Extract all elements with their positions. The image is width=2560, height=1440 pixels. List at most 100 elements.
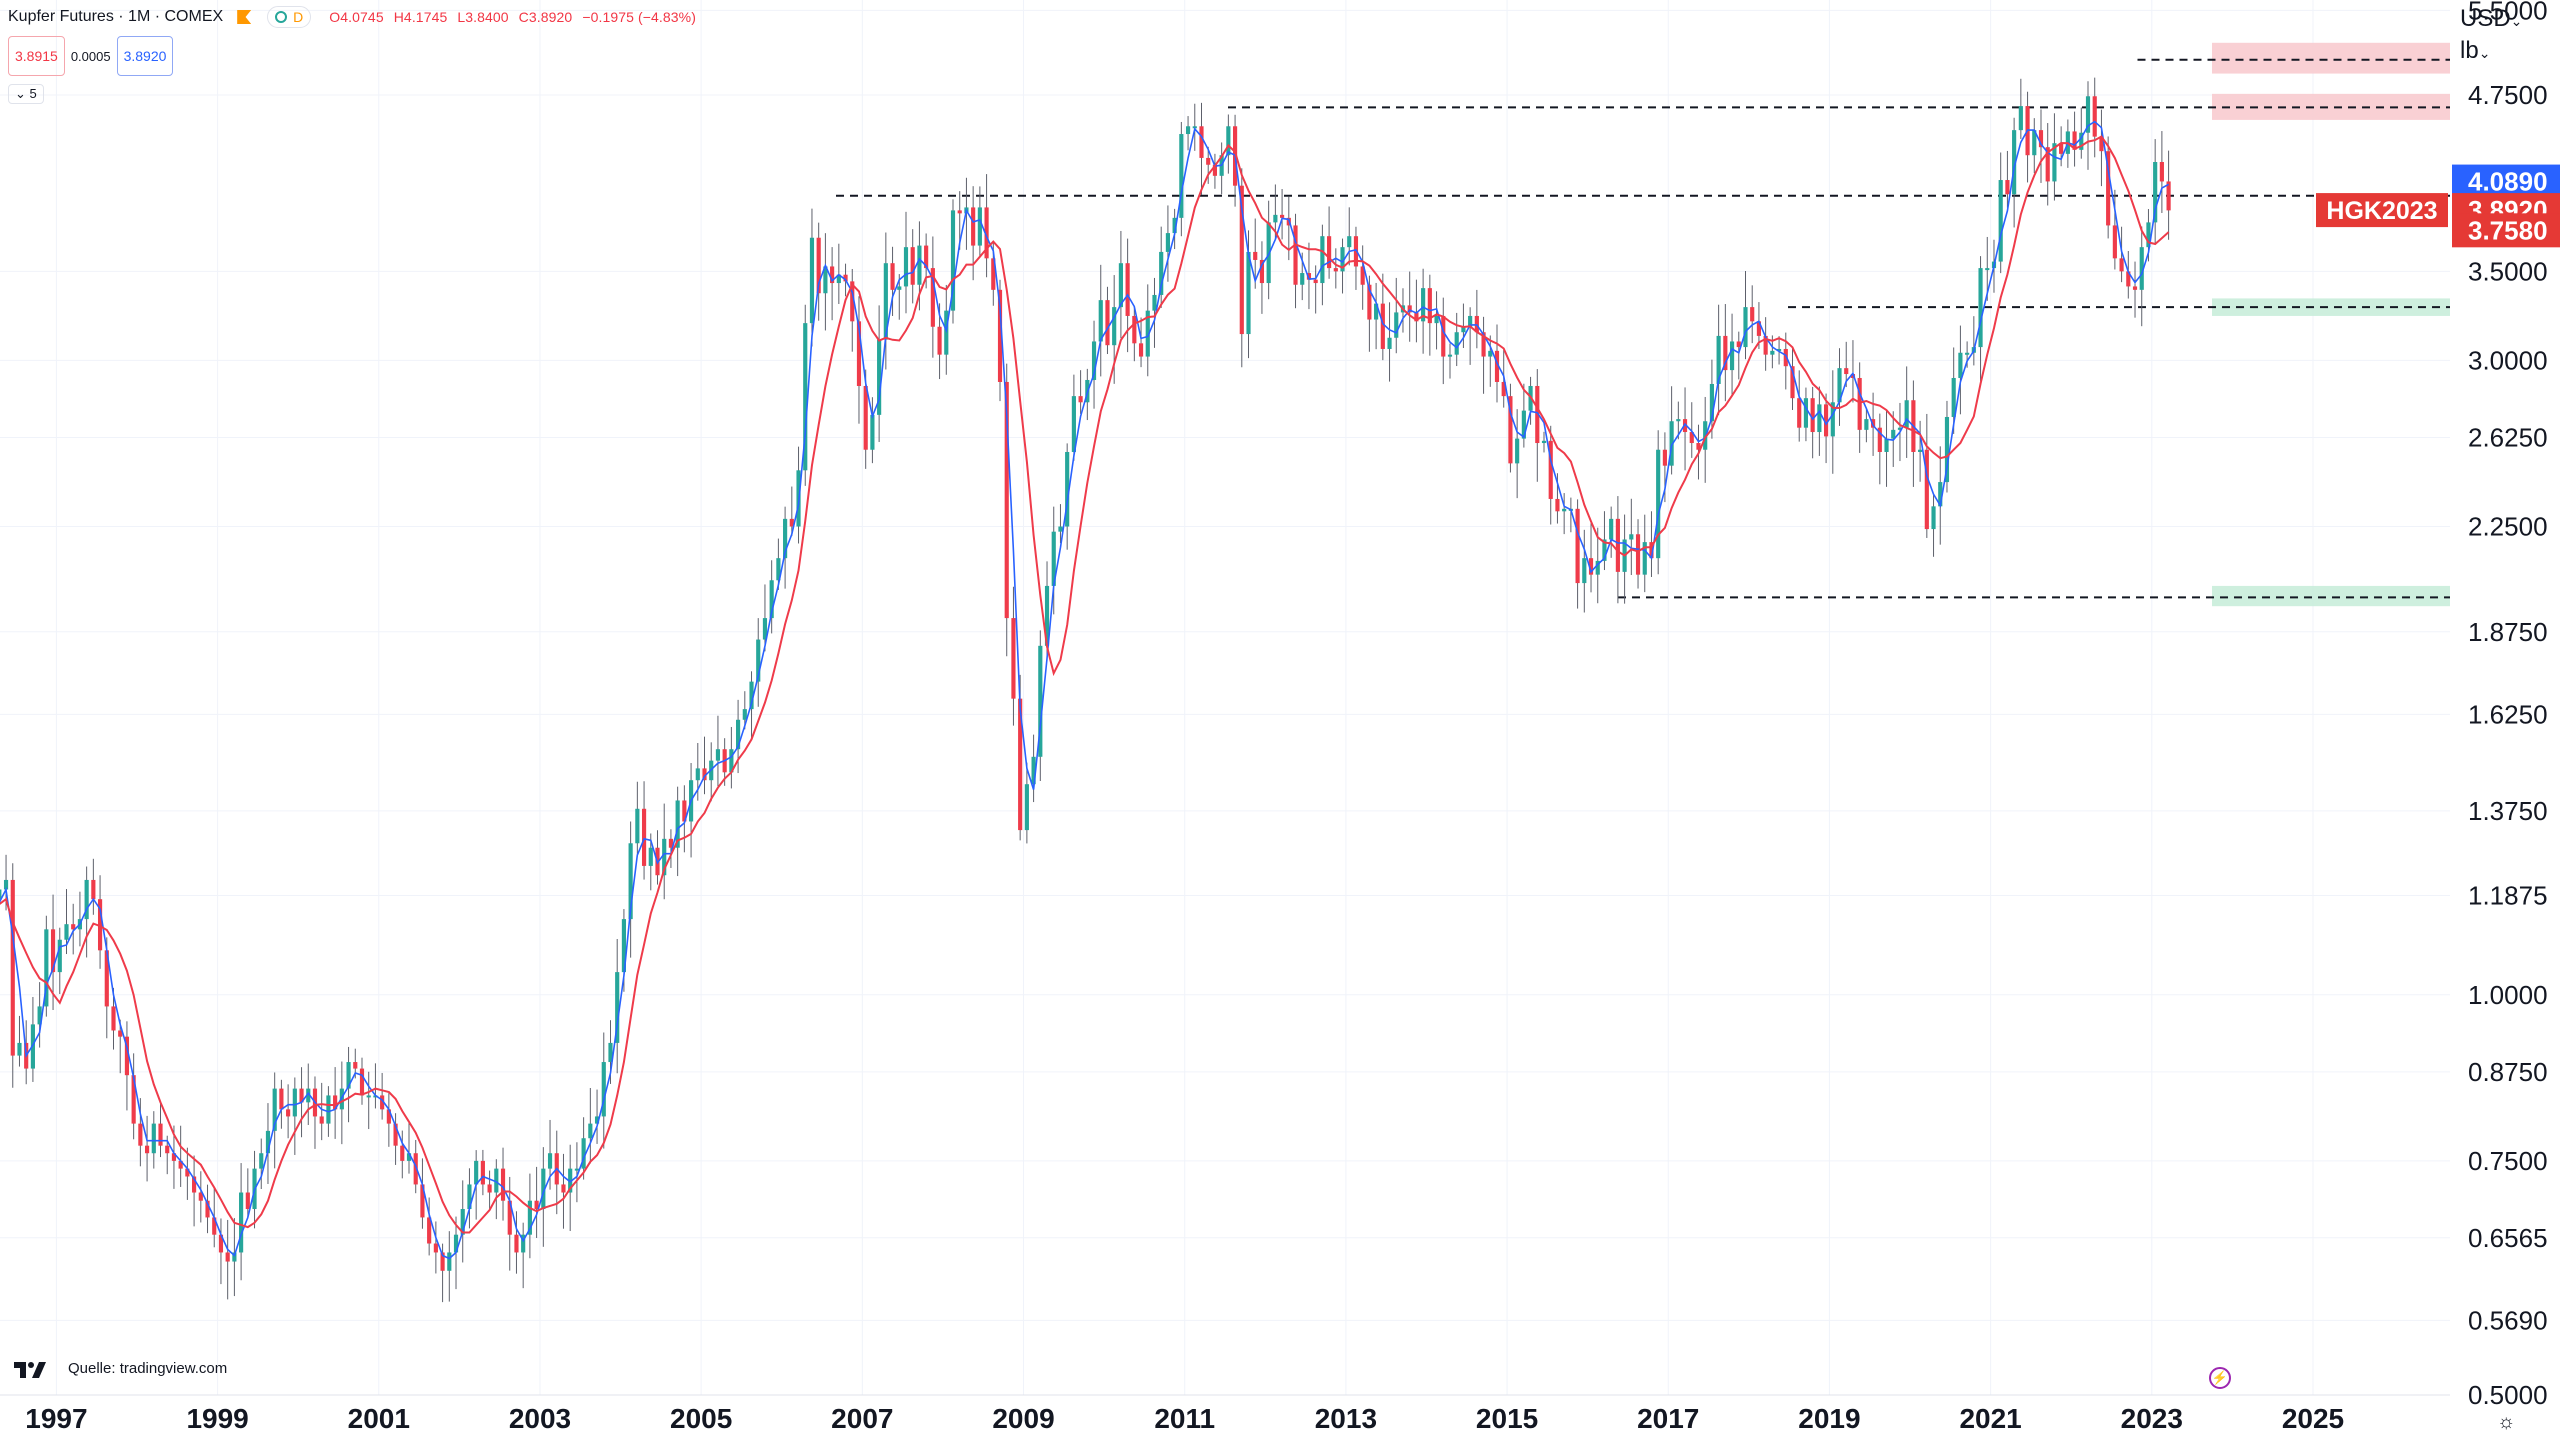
candle-body bbox=[144, 1145, 150, 1154]
candle-body bbox=[1038, 645, 1043, 757]
candle-body bbox=[71, 924, 76, 930]
candle-body bbox=[527, 1200, 532, 1235]
candle-body bbox=[695, 768, 700, 781]
candle-body bbox=[138, 1123, 143, 1146]
candle-body bbox=[1965, 352, 1970, 355]
gear-icon[interactable]: ☼ bbox=[2497, 1411, 2516, 1433]
candle-body bbox=[1145, 310, 1150, 357]
lightning-icon[interactable]: ⚡ bbox=[2209, 1367, 2231, 1389]
candle-body bbox=[1105, 300, 1110, 346]
time-tick-label: 1997 bbox=[25, 1403, 87, 1434]
price-tick-label: 3.5000 bbox=[2468, 256, 2548, 286]
candle-body bbox=[1615, 518, 1620, 572]
candle-body bbox=[1575, 508, 1580, 584]
candle-body bbox=[1380, 303, 1385, 349]
status-pill[interactable]: D bbox=[267, 6, 312, 28]
candle-body bbox=[1736, 341, 1741, 348]
sell-button[interactable]: 3.8915 bbox=[8, 36, 65, 76]
candle-body bbox=[615, 972, 620, 1043]
candle-body bbox=[1864, 419, 1869, 430]
candle-body bbox=[1776, 348, 1782, 351]
candle-body bbox=[1421, 288, 1426, 322]
candle-body bbox=[1293, 225, 1298, 285]
flag-icon[interactable] bbox=[237, 10, 252, 24]
candle-body bbox=[897, 286, 902, 290]
candle-body bbox=[2126, 271, 2131, 287]
candle-body bbox=[480, 1160, 485, 1185]
candle-body bbox=[991, 258, 996, 290]
candle-body bbox=[1313, 279, 1318, 284]
axis-unit-header[interactable]: USD⌄ lb⌄ bbox=[2460, 4, 2522, 68]
open-value: O4.0745 bbox=[329, 9, 384, 25]
candle-body bbox=[1447, 354, 1453, 357]
candle-body bbox=[1011, 618, 1016, 699]
symbol-title[interactable]: Kupfer Futures · 1M · COMEX bbox=[8, 8, 224, 25]
candle-body bbox=[319, 1116, 324, 1124]
candle-body bbox=[668, 838, 674, 848]
candle-body bbox=[1185, 126, 1191, 135]
candle-body bbox=[380, 1095, 385, 1110]
candle-body bbox=[1360, 266, 1365, 285]
candle-body bbox=[1884, 438, 1889, 452]
candle-body bbox=[2119, 258, 2124, 272]
candle-body bbox=[890, 263, 895, 290]
horizontal-levels[interactable] bbox=[836, 58, 2450, 599]
candle-body bbox=[1179, 134, 1184, 218]
candle-body bbox=[971, 207, 976, 246]
price-zone bbox=[2212, 93, 2450, 120]
candle-body bbox=[823, 266, 828, 294]
price-tick-label: 1.3750 bbox=[2468, 796, 2548, 826]
candle-body bbox=[1172, 217, 1177, 234]
candle-body bbox=[1824, 404, 1829, 437]
candle-body bbox=[292, 1088, 297, 1117]
candle-body bbox=[1662, 449, 1667, 466]
price-tag-value: 3.7580 bbox=[2468, 215, 2548, 245]
candle-body bbox=[944, 310, 949, 355]
candle-body bbox=[366, 1095, 371, 1098]
candle-body bbox=[2112, 225, 2117, 259]
candle-body bbox=[265, 1130, 271, 1154]
candle-body bbox=[1488, 350, 1493, 357]
time-tick-label: 2015 bbox=[1476, 1403, 1538, 1434]
price-tag-box bbox=[2452, 164, 2560, 199]
candle-body bbox=[1897, 427, 1903, 430]
candle-body bbox=[104, 950, 109, 1007]
candle-body bbox=[641, 808, 647, 866]
candle-body bbox=[1051, 531, 1056, 586]
indicator-collapse-button[interactable]: ⌄ 5 bbox=[8, 84, 44, 104]
time-tick-label: 2019 bbox=[1798, 1403, 1860, 1434]
candle-body bbox=[205, 1200, 210, 1218]
time-tick-label: 2005 bbox=[670, 1403, 732, 1434]
candle-body bbox=[1468, 315, 1473, 327]
candle-body bbox=[279, 1088, 284, 1110]
candle-body bbox=[1118, 263, 1123, 308]
ma-fast-line bbox=[0, 120, 2169, 1260]
candle-body bbox=[2005, 180, 2010, 195]
candle-body bbox=[937, 326, 942, 355]
candle-body bbox=[816, 237, 821, 294]
candle-body bbox=[1394, 312, 1399, 338]
candle-body bbox=[2159, 162, 2164, 182]
candle-body bbox=[171, 1153, 177, 1161]
price-tick-label: 1.8750 bbox=[2468, 617, 2548, 647]
candle-body bbox=[2132, 286, 2138, 290]
candle-body bbox=[1857, 377, 1862, 430]
candle-body bbox=[453, 1234, 459, 1253]
candle-body bbox=[494, 1168, 499, 1193]
candle-body bbox=[1078, 396, 1083, 403]
buy-button[interactable]: 3.8920 bbox=[116, 36, 174, 76]
price-zones bbox=[2212, 42, 2450, 607]
candle-body bbox=[1165, 233, 1170, 252]
candle-body bbox=[84, 879, 89, 920]
price-tick-label: 1.1875 bbox=[2468, 881, 2548, 911]
candle-body bbox=[1112, 307, 1117, 346]
candle-body bbox=[736, 719, 741, 750]
candle-body bbox=[1602, 539, 1607, 561]
candle-body bbox=[232, 1252, 237, 1262]
time-axis[interactable]: 1997 1999 2001 2003 2005 2007 2009 2011 2013 2015… bbox=[0, 1394, 2450, 1434]
candle-body bbox=[286, 1109, 291, 1117]
candle-body bbox=[1280, 214, 1285, 218]
candle-body bbox=[588, 1123, 593, 1139]
time-tick-label: 2017 bbox=[1637, 1403, 1699, 1434]
